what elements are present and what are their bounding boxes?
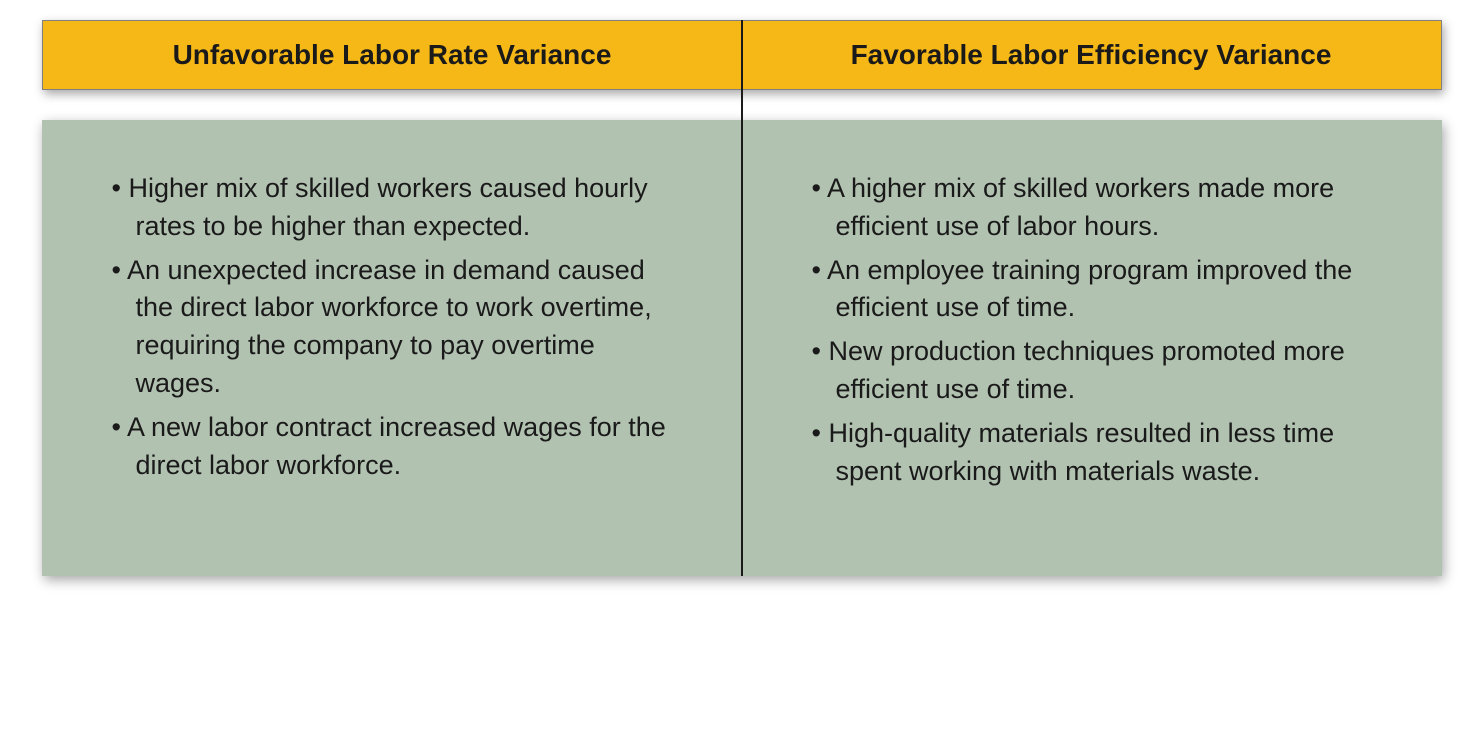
header-left: Unfavorable Labor Rate Variance — [42, 20, 742, 90]
header-right: Favorable Labor Efficiency Variance — [742, 20, 1442, 90]
body-left: Higher mix of skilled workers caused hou… — [42, 120, 742, 576]
list-item: New production techniques promoted more … — [812, 333, 1382, 409]
list-item: An employee training program improved th… — [812, 252, 1382, 328]
right-list: A higher mix of skilled workers made mor… — [812, 170, 1382, 490]
list-item: A higher mix of skilled workers made mor… — [812, 170, 1382, 246]
list-item: An unexpected increase in demand caused … — [112, 252, 682, 403]
divider-icon — [741, 20, 743, 90]
body-row-wrapper: Higher mix of skilled workers caused hou… — [42, 120, 1442, 576]
header-row-wrapper: Unfavorable Labor Rate Variance Favorabl… — [42, 20, 1442, 90]
list-item: A new labor contract increased wages for… — [112, 409, 682, 485]
list-item: Higher mix of skilled workers caused hou… — [112, 170, 682, 246]
left-list: Higher mix of skilled workers caused hou… — [112, 170, 682, 484]
body-right: A higher mix of skilled workers made mor… — [742, 120, 1442, 576]
list-item: High-quality materials resulted in less … — [812, 415, 1382, 491]
comparison-table: Unfavorable Labor Rate Variance Favorabl… — [42, 20, 1442, 576]
divider-icon — [741, 90, 743, 576]
